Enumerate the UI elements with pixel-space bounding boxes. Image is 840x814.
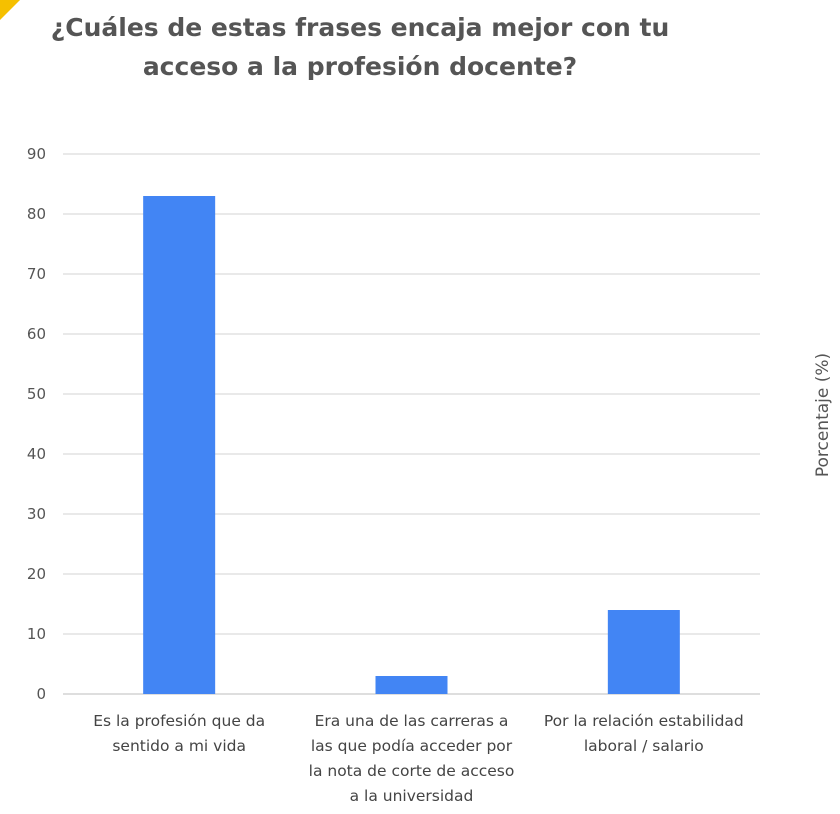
- y-axis-title: Porcentaje (%): [813, 353, 833, 477]
- y-tick-label: 50: [27, 385, 46, 403]
- category-label-line: Por la relación estabilidad: [544, 712, 744, 730]
- y-tick-label: 90: [27, 145, 46, 163]
- y-tick-label: 30: [27, 505, 46, 523]
- category-label-line: Es la profesión que da: [93, 712, 265, 730]
- y-tick-label: 80: [27, 205, 46, 223]
- category-label: Es la profesión que da sentido a mi vida: [93, 712, 265, 755]
- y-axis-tick-labels: 0 10 20 30 40 50 60 70 80 90: [27, 145, 46, 703]
- bar: [375, 676, 448, 694]
- category-label-line: sentido a mi vida: [112, 737, 246, 755]
- category-label-line: a la universidad: [350, 787, 474, 805]
- y-tick-label: 40: [27, 445, 46, 463]
- y-tick-label: 60: [27, 325, 46, 343]
- chart-title: ¿Cuáles de estas frases encaja mejor con…: [0, 8, 720, 86]
- category-label: Por la relación estabilidad laboral / sal…: [544, 712, 744, 755]
- x-axis-category-labels: Es la profesión que da sentido a mi vidaE…: [93, 712, 744, 805]
- chart-title-line-1: ¿Cuáles de estas frases encaja mejor con…: [50, 13, 670, 42]
- y-tick-label: 70: [27, 265, 46, 283]
- y-tick-label: 10: [27, 625, 46, 643]
- bars: [143, 196, 680, 694]
- y-tick-label: 20: [27, 565, 46, 583]
- category-label-line: Era una de las carreras a: [315, 712, 509, 730]
- category-label: Era una de las carreras a las que podía a…: [309, 712, 515, 805]
- chart-title-line-2: acceso a la profesión docente?: [142, 52, 578, 81]
- bar: [143, 196, 216, 694]
- bar: [607, 610, 680, 694]
- corner-accent-shape: [0, 0, 20, 20]
- category-label-line: las que podía acceder por: [311, 737, 513, 755]
- y-tick-label: 0: [36, 685, 46, 703]
- category-label-line: laboral / salario: [584, 737, 704, 755]
- corner-accent-triangle: [0, 0, 20, 20]
- category-label-line: la nota de corte de acceso: [309, 762, 515, 780]
